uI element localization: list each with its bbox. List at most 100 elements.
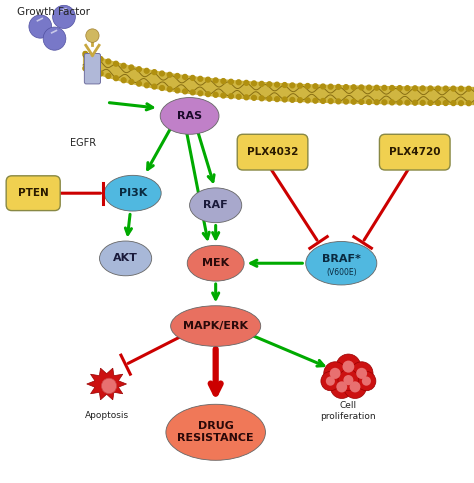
Circle shape xyxy=(313,84,318,89)
Text: Apoptosis: Apoptosis xyxy=(84,411,129,420)
Circle shape xyxy=(420,86,425,91)
Circle shape xyxy=(144,83,149,88)
Circle shape xyxy=(351,85,356,90)
Circle shape xyxy=(413,100,418,105)
Circle shape xyxy=(190,75,195,80)
Circle shape xyxy=(175,73,180,78)
Circle shape xyxy=(326,376,335,386)
Circle shape xyxy=(83,66,88,71)
Circle shape xyxy=(267,82,272,86)
Circle shape xyxy=(298,98,302,102)
Circle shape xyxy=(367,99,372,104)
Circle shape xyxy=(259,96,264,101)
Circle shape xyxy=(221,79,226,84)
Circle shape xyxy=(330,375,353,398)
Circle shape xyxy=(252,81,256,86)
Circle shape xyxy=(290,98,295,102)
Circle shape xyxy=(313,99,318,103)
Circle shape xyxy=(382,100,387,105)
Circle shape xyxy=(305,84,310,88)
Circle shape xyxy=(397,85,402,90)
Text: PI3K: PI3K xyxy=(118,188,147,198)
Circle shape xyxy=(343,361,354,372)
Circle shape xyxy=(336,85,341,89)
FancyBboxPatch shape xyxy=(84,54,100,84)
Circle shape xyxy=(466,86,471,91)
Circle shape xyxy=(428,100,433,105)
Circle shape xyxy=(443,86,448,91)
Circle shape xyxy=(344,85,348,89)
Circle shape xyxy=(374,100,379,105)
Circle shape xyxy=(459,86,464,91)
Circle shape xyxy=(328,99,333,103)
Circle shape xyxy=(356,368,367,379)
Text: PTEN: PTEN xyxy=(18,188,48,198)
Circle shape xyxy=(83,52,88,57)
Circle shape xyxy=(121,78,126,83)
Circle shape xyxy=(137,67,141,71)
Circle shape xyxy=(344,375,366,398)
Circle shape xyxy=(336,99,341,104)
Circle shape xyxy=(298,83,302,88)
Circle shape xyxy=(98,57,103,61)
Circle shape xyxy=(244,95,249,100)
Circle shape xyxy=(324,362,346,385)
Circle shape xyxy=(167,72,172,77)
Circle shape xyxy=(466,101,471,106)
Circle shape xyxy=(190,90,195,95)
Circle shape xyxy=(274,97,279,101)
Ellipse shape xyxy=(171,306,261,346)
Circle shape xyxy=(53,5,75,28)
Circle shape xyxy=(114,61,118,66)
Circle shape xyxy=(206,92,210,97)
Circle shape xyxy=(91,54,95,59)
Circle shape xyxy=(451,86,456,91)
Circle shape xyxy=(336,381,347,393)
Circle shape xyxy=(152,70,157,74)
Circle shape xyxy=(321,371,340,391)
Circle shape xyxy=(374,85,379,90)
Circle shape xyxy=(405,86,410,91)
Circle shape xyxy=(114,76,118,81)
Circle shape xyxy=(121,63,126,68)
Circle shape xyxy=(343,375,354,385)
Circle shape xyxy=(328,84,333,89)
Text: RAF: RAF xyxy=(203,200,228,210)
Circle shape xyxy=(428,86,433,91)
FancyBboxPatch shape xyxy=(6,176,60,211)
Circle shape xyxy=(436,100,440,105)
Text: Growth Factor: Growth Factor xyxy=(17,7,90,17)
Circle shape xyxy=(405,100,410,105)
Circle shape xyxy=(106,73,111,78)
Circle shape xyxy=(91,69,95,73)
Ellipse shape xyxy=(166,404,265,460)
Circle shape xyxy=(29,15,52,38)
Circle shape xyxy=(182,74,187,79)
Circle shape xyxy=(237,80,241,85)
Circle shape xyxy=(397,100,402,105)
Ellipse shape xyxy=(187,245,244,281)
Circle shape xyxy=(344,99,348,104)
Circle shape xyxy=(350,362,373,385)
Circle shape xyxy=(101,378,117,394)
Ellipse shape xyxy=(306,242,377,285)
FancyBboxPatch shape xyxy=(379,134,450,170)
Circle shape xyxy=(43,27,66,50)
Circle shape xyxy=(351,99,356,104)
Circle shape xyxy=(86,29,99,43)
Circle shape xyxy=(390,100,394,105)
Circle shape xyxy=(213,92,218,97)
Circle shape xyxy=(320,99,325,103)
Ellipse shape xyxy=(160,98,219,134)
PathPatch shape xyxy=(83,51,474,105)
Text: PLX4720: PLX4720 xyxy=(389,147,440,157)
Circle shape xyxy=(336,354,361,379)
Circle shape xyxy=(436,86,440,91)
Circle shape xyxy=(228,94,233,99)
Circle shape xyxy=(175,88,180,93)
Circle shape xyxy=(106,59,111,64)
Circle shape xyxy=(198,91,203,96)
Ellipse shape xyxy=(104,175,161,211)
Circle shape xyxy=(413,86,418,91)
Text: MAPK/ERK: MAPK/ERK xyxy=(183,321,248,331)
